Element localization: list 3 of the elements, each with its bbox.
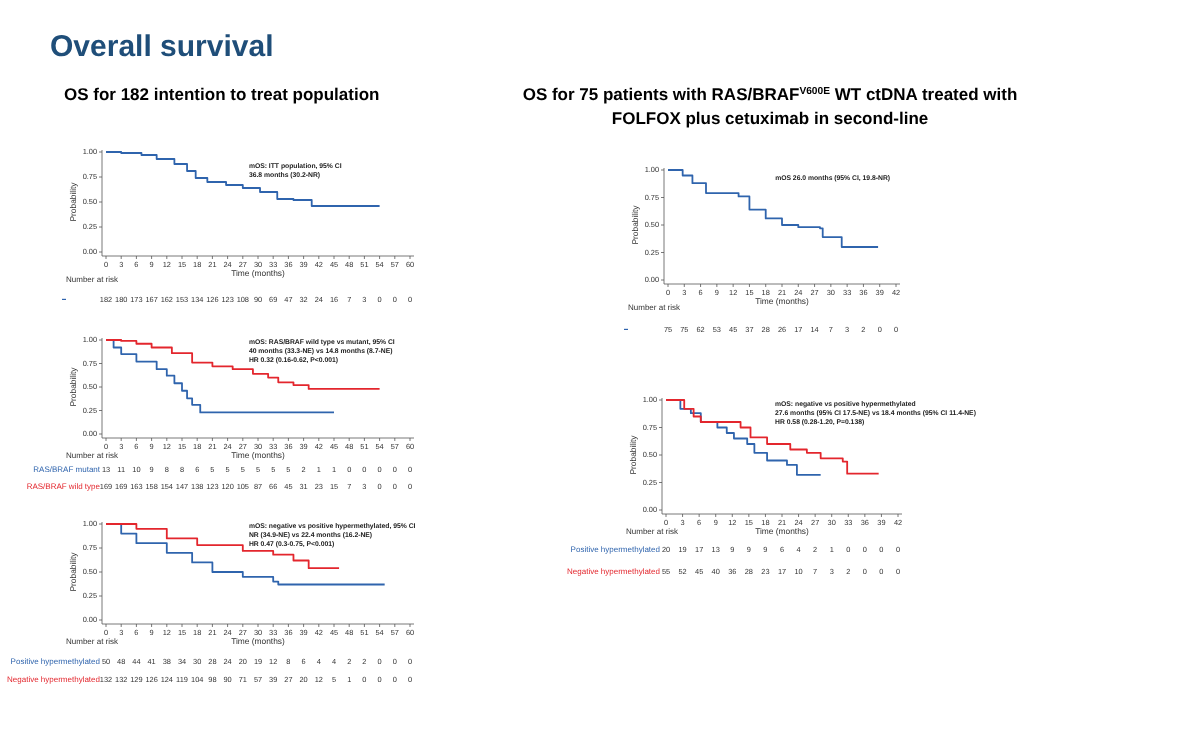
chart-subtitle: OS for 75 patients with RAS/BRAF$^{V600E}$ WT ctDNA treated with FOLFOX plus cetuximab in second-line (522, 84, 1018, 128)
chart-subtitle: OS for 182 intention to treat population (64, 84, 380, 104)
chart-title: Overall survival (50, 30, 274, 64)
